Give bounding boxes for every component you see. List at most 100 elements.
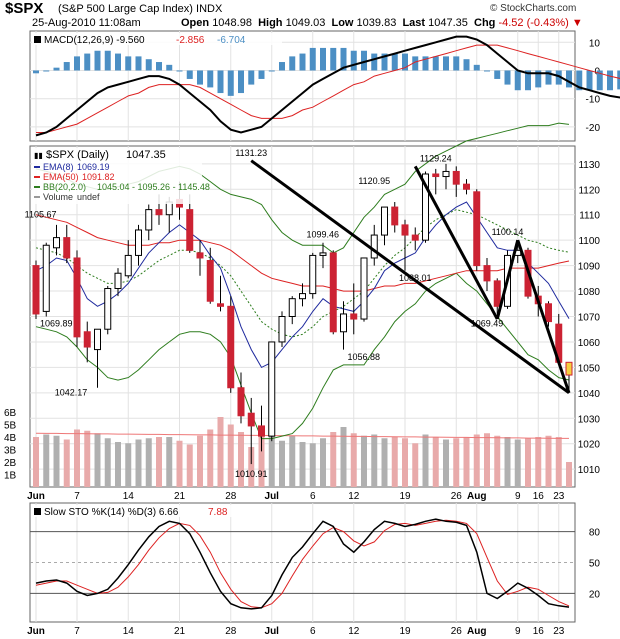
candle-body <box>309 254 317 295</box>
macd-histogram-bar <box>514 70 521 91</box>
last-label: Last <box>402 17 426 29</box>
volume-bar <box>545 435 552 487</box>
volume-bar <box>84 430 91 487</box>
sto-legend-bg <box>32 505 262 517</box>
candle-body <box>483 265 491 282</box>
volume-bar <box>94 433 101 487</box>
volume-bar <box>176 440 183 487</box>
candle-legend-icon: ▮▮ <box>34 151 43 160</box>
candle-body <box>237 387 245 417</box>
candle-body <box>360 257 368 320</box>
volume-bar <box>494 435 501 487</box>
macd-histogram-bar <box>186 70 193 79</box>
candle-body <box>391 206 399 226</box>
price-y-tick: 1120 <box>578 185 600 196</box>
volume-bar <box>473 434 480 487</box>
macd-histogram-bar <box>525 70 531 91</box>
volume-bar <box>186 444 193 487</box>
candle-body <box>114 272 122 290</box>
sto-x-label: Jun <box>27 626 45 637</box>
price-y-tick: 1030 <box>578 414 601 425</box>
macd-histogram-bar <box>299 53 306 71</box>
symbol-fullname: (S&P 500 Large Cap Index) <box>58 3 193 15</box>
volume-bar <box>104 438 111 487</box>
macd-histogram-bar <box>463 59 470 71</box>
macd-histogram-bar <box>135 56 142 71</box>
price-x-label: 19 <box>399 491 411 502</box>
sto-x-label: 28 <box>225 626 237 637</box>
candle-body <box>319 252 327 256</box>
macd-frame <box>29 30 576 142</box>
price-annotation: 1010.91 <box>235 469 268 479</box>
macd-legend-bg <box>32 33 282 45</box>
macd-histogram-bar <box>361 50 367 71</box>
volume-bar <box>514 439 521 487</box>
candle-body <box>565 361 573 376</box>
macd-histogram-bar <box>53 67 60 71</box>
price-annotation: 1042.17 <box>55 387 88 397</box>
price-annotation: 1100.14 <box>492 227 524 237</box>
open-value: 1048.98 <box>212 17 252 29</box>
macd-histogram-bar <box>176 70 183 72</box>
macd-histogram-bar <box>207 70 214 88</box>
candle-body <box>545 303 552 323</box>
price-annotation: 1129.24 <box>420 153 452 163</box>
legend-name: EMA(50) <box>43 172 79 182</box>
macd-histogram-bar <box>381 53 388 71</box>
volume-bar <box>535 437 542 487</box>
chg-label: Chg <box>474 17 496 29</box>
candle-body <box>493 280 501 307</box>
low-label: Low <box>331 17 354 29</box>
legend-value: undef <box>77 192 100 202</box>
candle-body <box>432 173 440 178</box>
open-label: Open <box>181 17 210 29</box>
candle-body <box>73 257 81 338</box>
price-x-label: 23 <box>553 491 565 502</box>
macd-histogram-bar <box>473 64 480 71</box>
macd-histogram-bar <box>617 70 620 90</box>
sto-x-label: Jul <box>265 626 280 637</box>
candle-body <box>104 288 112 330</box>
macd-histogram-bar <box>33 70 39 74</box>
price-y-tick: 1050 <box>578 363 601 374</box>
volume-y-tick: 3B <box>4 446 17 457</box>
volume-bar <box>402 438 408 487</box>
macd-histogram-bar <box>535 70 542 88</box>
macd-signal-value: -2.856 <box>176 35 205 46</box>
macd-line <box>35 35 620 137</box>
macd-histogram-bar <box>166 64 173 71</box>
volume-bar <box>248 447 255 487</box>
volume-bar <box>330 432 337 487</box>
volume-y-tick: 6B <box>4 408 17 419</box>
macd-histogram-bar <box>104 50 111 71</box>
macd-signal-line <box>36 44 620 133</box>
volume-bar <box>238 432 244 487</box>
macd-histogram-bar <box>227 70 234 96</box>
volume-bar <box>453 438 460 487</box>
macd-y-tick: -20 <box>586 123 601 134</box>
volume-bar <box>504 437 511 487</box>
candle-body <box>196 252 204 259</box>
trend-line <box>516 239 571 394</box>
volume-bar <box>309 443 316 487</box>
candle-body <box>411 234 419 241</box>
sto-y-tick: 20 <box>589 589 601 600</box>
volume-bar <box>463 437 470 487</box>
volume-bar <box>125 443 132 487</box>
volume-y-tick: 5B <box>4 421 17 432</box>
candle-body <box>350 313 358 320</box>
candle-body <box>288 298 296 317</box>
volume-bar <box>207 429 214 487</box>
low-value: 1039.83 <box>356 17 397 29</box>
macd-histogram-bar <box>504 70 511 85</box>
sto-y-tick: 50 <box>589 559 601 570</box>
macd-histogram-bar <box>258 70 265 79</box>
candle-body <box>63 237 71 259</box>
macd-histogram-bar <box>330 47 337 71</box>
price-y-tick: 1040 <box>578 389 601 400</box>
price-x-label: 12 <box>348 491 360 502</box>
candle-body <box>442 170 450 178</box>
volume-bar <box>166 437 173 487</box>
volume-bar <box>340 427 347 487</box>
